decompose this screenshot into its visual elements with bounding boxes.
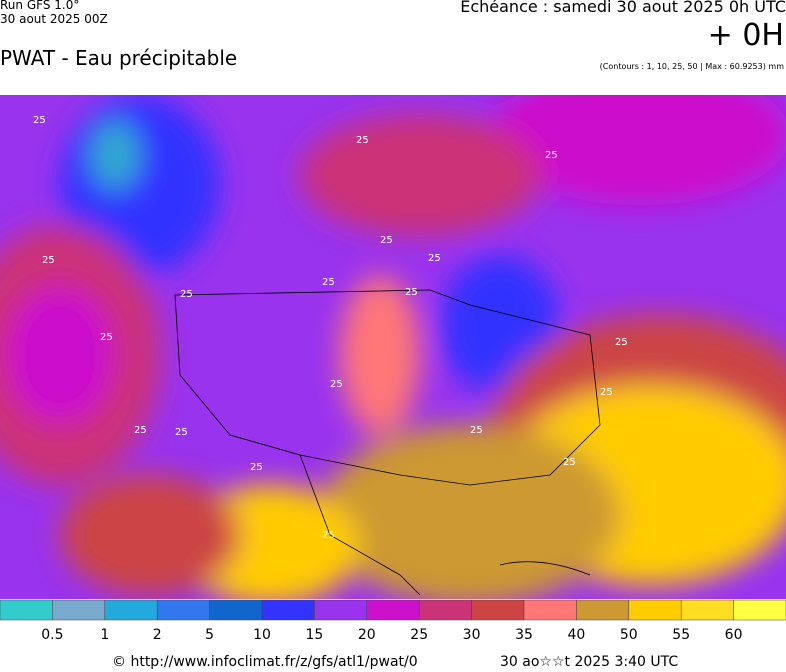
legend-swatch	[156, 599, 210, 621]
contour-label: 25	[380, 235, 393, 246]
legend-swatch	[366, 599, 420, 621]
run: Run GFS 1.0°	[0, 0, 80, 12]
legend-swatch	[680, 599, 734, 621]
legend-swatch	[261, 599, 315, 621]
contour-label: 25	[615, 337, 628, 348]
legend-label: 10	[253, 627, 271, 643]
contour-label: 25	[322, 530, 335, 541]
legend-label: 35	[515, 627, 533, 643]
contour-label: 25	[428, 253, 441, 264]
legend-label: 25	[410, 627, 428, 643]
echeance: Echéance : samedi 30 aout 2025 0h UTC	[460, 0, 786, 16]
legend-swatch	[104, 599, 158, 621]
contour-label: 25	[356, 135, 369, 146]
legend-swatch	[628, 599, 682, 621]
legend-label: 50	[620, 627, 638, 643]
legend-label: 30	[463, 627, 481, 643]
legend-label: 60	[725, 627, 743, 643]
title: PWAT - Eau précipitable	[0, 46, 238, 70]
legend-swatch	[52, 599, 106, 621]
legend-bar: 0.5 1 2 5 10 15 20 25 30 35 40 50 55 60	[0, 599, 786, 643]
legend-swatch	[576, 599, 630, 621]
legend-swatch	[314, 599, 368, 621]
legend-swatch	[418, 599, 472, 621]
contour-label: 25	[100, 332, 113, 343]
legend-label: 15	[305, 627, 323, 643]
contour-label: 25	[33, 115, 46, 126]
contour-label: 25	[250, 462, 263, 473]
contour-label: 25	[180, 289, 193, 300]
legend-label: 0.5	[41, 627, 63, 643]
contour-label: 25	[470, 425, 483, 436]
legend-label: 20	[358, 627, 376, 643]
legend-label: 55	[672, 627, 690, 643]
legend-label: 2	[153, 627, 162, 643]
contour-label: 25	[330, 379, 343, 390]
legend-label: 40	[567, 627, 585, 643]
legend-swatch	[471, 599, 525, 621]
legend-swatch	[0, 599, 53, 621]
contour-label: 25	[322, 277, 335, 288]
map: 25 25 25 25 25 25 25 25 25 25 25 25 25 25 25 25 25 25 25	[0, 95, 786, 599]
contour-label: 25	[134, 425, 147, 436]
contour-label: 25	[42, 255, 55, 266]
legend-label: 5	[205, 627, 214, 643]
legend-swatch	[523, 599, 577, 621]
contour-label: 25	[405, 287, 418, 298]
legend-swatch	[209, 599, 263, 621]
footer-time: 30 ao☆☆t 2025 3:40 UTC	[500, 654, 679, 670]
legend-swatch	[733, 599, 786, 621]
legend-label: 1	[100, 627, 109, 643]
contours: (Contours : 1, 10, 25, 50 | Max : 60.925…	[599, 62, 784, 71]
contour-label: 25	[175, 427, 188, 438]
contour-label: 25	[600, 387, 613, 398]
offset: + 0H	[707, 18, 784, 53]
footer-url: © http://www.infoclimat.fr/z/gfs/atl1/pw…	[112, 654, 418, 670]
contour-label: 25	[563, 457, 576, 468]
contour-label: 25	[545, 150, 558, 161]
run-date: 30 aout 2025 00Z	[0, 12, 108, 26]
